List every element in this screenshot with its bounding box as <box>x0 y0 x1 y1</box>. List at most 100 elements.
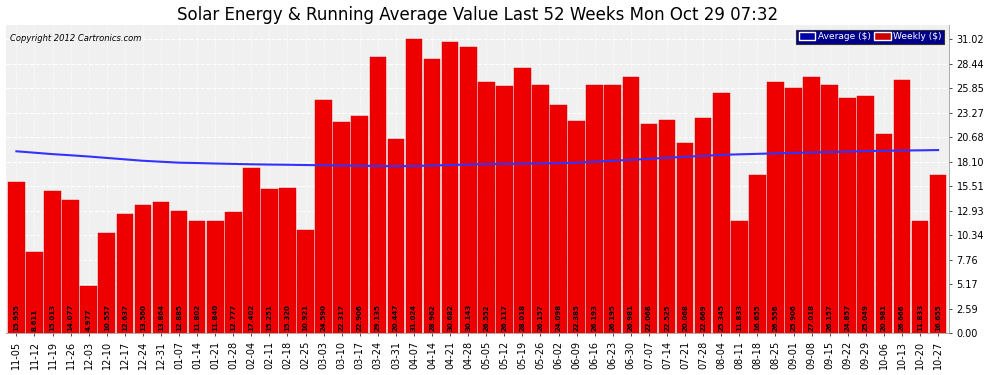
Bar <box>568 121 585 333</box>
Bar <box>117 213 133 333</box>
Text: 22.669: 22.669 <box>700 304 706 331</box>
Bar <box>731 221 747 333</box>
Bar <box>586 85 603 333</box>
Text: 20.981: 20.981 <box>881 304 887 331</box>
Text: 13.560: 13.560 <box>140 304 146 331</box>
Text: 27.018: 27.018 <box>809 304 815 331</box>
Text: 26.157: 26.157 <box>538 304 544 331</box>
Bar <box>225 212 242 333</box>
Bar <box>677 143 693 333</box>
Bar <box>840 98 856 333</box>
Bar <box>767 81 784 333</box>
Bar <box>62 200 79 333</box>
Bar <box>550 105 567 333</box>
Text: 13.864: 13.864 <box>158 303 164 331</box>
Bar <box>749 176 765 333</box>
Text: 31.024: 31.024 <box>411 303 417 331</box>
Text: 28.962: 28.962 <box>429 304 435 331</box>
Text: 25.345: 25.345 <box>718 304 725 331</box>
Text: 15.320: 15.320 <box>284 304 290 331</box>
Text: 26.117: 26.117 <box>501 304 507 331</box>
Bar <box>26 252 43 333</box>
Text: 22.317: 22.317 <box>339 304 345 331</box>
Bar <box>189 222 206 333</box>
Text: 25.049: 25.049 <box>863 304 869 331</box>
Bar <box>261 189 278 333</box>
Bar <box>170 211 187 333</box>
Text: 11.833: 11.833 <box>917 303 923 331</box>
Text: 16.655: 16.655 <box>936 304 941 331</box>
Text: 26.157: 26.157 <box>827 304 833 331</box>
Bar <box>98 233 115 333</box>
Text: 25.906: 25.906 <box>790 304 797 331</box>
Bar <box>80 286 97 333</box>
Text: 15.955: 15.955 <box>14 304 20 331</box>
Text: 16.655: 16.655 <box>754 304 760 331</box>
Bar <box>369 57 386 333</box>
Text: 10.921: 10.921 <box>303 304 309 331</box>
Bar <box>713 93 730 333</box>
Text: 11.802: 11.802 <box>194 304 200 331</box>
Bar <box>605 85 621 333</box>
Bar <box>822 85 838 333</box>
Bar <box>207 221 224 333</box>
Bar <box>460 48 476 333</box>
Bar <box>478 81 495 333</box>
Bar <box>857 96 874 333</box>
Text: 26.195: 26.195 <box>610 304 616 331</box>
Bar <box>424 58 441 333</box>
Bar <box>135 205 151 333</box>
Bar <box>912 221 929 333</box>
Text: 26.666: 26.666 <box>899 304 905 331</box>
Text: 29.135: 29.135 <box>375 304 381 331</box>
Text: 24.098: 24.098 <box>555 303 561 331</box>
Text: 30.682: 30.682 <box>447 304 453 331</box>
Text: 30.143: 30.143 <box>465 303 471 331</box>
Bar <box>297 230 314 333</box>
Text: 24.857: 24.857 <box>844 304 850 331</box>
Bar <box>533 85 548 333</box>
Text: 28.018: 28.018 <box>520 304 526 331</box>
Text: 12.777: 12.777 <box>231 304 237 331</box>
Bar <box>45 191 60 333</box>
Text: 15.013: 15.013 <box>50 304 55 331</box>
Bar <box>875 134 892 333</box>
Bar <box>442 42 458 333</box>
Text: 11.840: 11.840 <box>212 303 218 331</box>
Bar <box>243 168 259 333</box>
Text: 22.525: 22.525 <box>664 304 670 331</box>
Text: 26.981: 26.981 <box>628 304 634 331</box>
Bar <box>8 182 25 333</box>
Bar <box>316 100 332 333</box>
Text: 20.068: 20.068 <box>682 304 688 331</box>
Bar <box>930 176 946 333</box>
Text: 11.833: 11.833 <box>737 303 742 331</box>
Text: 14.077: 14.077 <box>67 303 73 331</box>
Bar <box>695 118 712 333</box>
Bar <box>623 78 640 333</box>
Text: 24.590: 24.590 <box>321 304 327 331</box>
Text: 22.906: 22.906 <box>356 304 362 331</box>
Text: 10.557: 10.557 <box>104 304 110 331</box>
Bar <box>152 202 169 333</box>
Text: 22.068: 22.068 <box>645 304 652 331</box>
Text: 26.556: 26.556 <box>772 304 778 331</box>
Text: 15.251: 15.251 <box>266 304 272 331</box>
Bar <box>785 88 802 333</box>
Text: 8.611: 8.611 <box>32 309 38 331</box>
Bar <box>279 188 296 333</box>
Bar <box>641 124 657 333</box>
Bar <box>351 116 368 333</box>
Bar <box>406 39 423 333</box>
Bar <box>894 81 910 333</box>
Bar <box>514 68 531 333</box>
Text: Copyright 2012 Cartronics.com: Copyright 2012 Cartronics.com <box>10 34 142 44</box>
Text: 22.385: 22.385 <box>573 304 579 331</box>
Text: 26.552: 26.552 <box>483 304 489 331</box>
Bar <box>658 120 675 333</box>
Legend: Average ($), Weekly ($): Average ($), Weekly ($) <box>796 30 944 44</box>
Bar <box>803 77 820 333</box>
Title: Solar Energy & Running Average Value Last 52 Weeks Mon Oct 29 07:32: Solar Energy & Running Average Value Las… <box>176 6 778 24</box>
Text: 12.637: 12.637 <box>122 304 128 331</box>
Text: 12.885: 12.885 <box>176 304 182 331</box>
